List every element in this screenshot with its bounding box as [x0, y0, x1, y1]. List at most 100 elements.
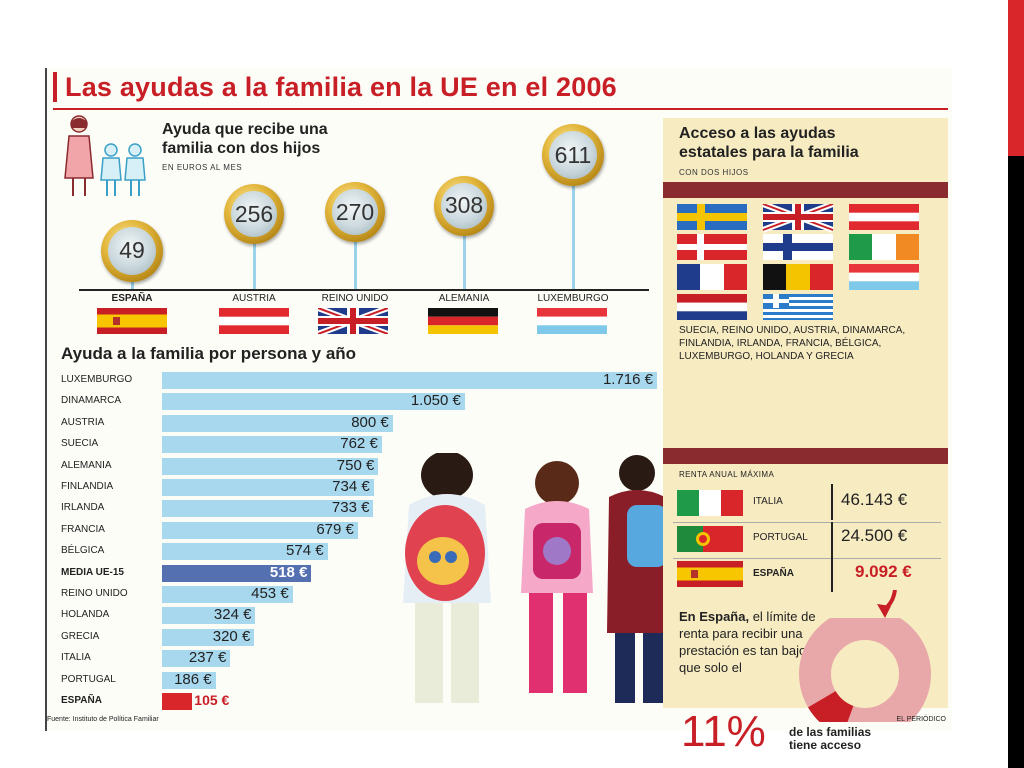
hbar-category-label: MEDIA UE-15: [61, 566, 124, 578]
section1-title: Ayuda que recibe una familia con dos hij…: [162, 120, 328, 158]
coin-label: 308: [441, 182, 487, 229]
coin-chart-baseline: [79, 289, 649, 291]
flag-luxembourg-icon: [537, 308, 607, 334]
flag-austria-icon: [849, 204, 919, 230]
hbar-value-label: 679 €: [316, 520, 354, 538]
hbar-value-label: 1.050 €: [410, 392, 461, 410]
hbar-category-label: GRECIA: [61, 630, 100, 642]
hbar-bar: [162, 436, 382, 454]
hbar-bar: [162, 521, 358, 539]
flag-finland-icon: [763, 234, 833, 260]
hbar-category-label: DINAMARCA: [61, 395, 122, 407]
hbar-bar: [162, 693, 193, 710]
coin-stem: [572, 155, 575, 290]
hbar-bar: [162, 564, 312, 582]
flag-spain-icon: [97, 308, 167, 334]
access-band-top: [663, 182, 948, 198]
renta-row-italia-country: ITALIA: [753, 496, 783, 507]
flag-denmark-icon: [677, 234, 747, 260]
hbar-value-label: 453 €: [251, 585, 289, 602]
eu-flags-grid: [677, 204, 919, 320]
flag-belgium-icon: [763, 264, 833, 290]
section1-unit: EN EUROS AL MES: [162, 163, 243, 172]
arrow-icon: [877, 590, 897, 618]
coin-label: 611: [549, 131, 597, 179]
hbar-value-label: 237 €: [188, 649, 227, 667]
flag-italy-icon: [677, 490, 743, 516]
hbar-value-label: 320 €: [212, 627, 251, 645]
donut-access-slice: [808, 691, 854, 722]
flag-portugal-icon: [677, 526, 743, 552]
access-panel: Acceso a las ayudas estatales para la fa…: [663, 118, 948, 754]
hbar-value-label: 518 €: [269, 563, 308, 581]
access-countries: SUECIA, REINO UNIDO, AUSTRIA, DINAMARCA,…: [679, 325, 906, 362]
title-rule: [53, 108, 948, 110]
hbar-category-label: ESPAÑA: [61, 695, 102, 706]
hbar-value-label: 1.716 €: [602, 371, 653, 388]
renta-row-sep: [831, 558, 833, 592]
hbar-value-label: 734 €: [332, 478, 370, 495]
access-percent-text-line1: de las familias: [789, 725, 872, 739]
coin-stem: [354, 212, 357, 290]
hbar-category-label: HOLANDA: [61, 609, 110, 621]
coin-value: 611: [542, 124, 604, 186]
flag-sweden-icon: [677, 204, 747, 230]
coin-label: 49: [108, 226, 156, 275]
renta-row-portugal-country: PORTUGAL: [753, 532, 808, 543]
hbar-bar: [162, 628, 255, 646]
hbar-bar: [162, 650, 231, 668]
coin-label: 256: [231, 191, 277, 238]
renta-label: RENTA ANUAL MÁXIMA: [679, 470, 775, 479]
access-title-line1: Acceso a las ayudas: [679, 125, 836, 142]
hbar-category-label: FRANCIA: [61, 523, 105, 535]
hbar-bar: [162, 393, 465, 411]
access-band-bottom: [663, 448, 948, 464]
hbar-value-label: 574 €: [286, 542, 324, 560]
access-title-line2: estatales para la familia: [679, 144, 859, 161]
coin-stem: [463, 205, 466, 290]
hbar-category-label: FINLANDIA: [61, 481, 114, 492]
hbar-bar: [162, 607, 256, 625]
renta-row-espana-value: 9.092 €: [855, 562, 912, 581]
access-percent: 11%: [681, 707, 766, 756]
hbar-bar: [162, 500, 374, 518]
children-photo: [403, 453, 667, 703]
hbar-value-label: 324 €: [213, 606, 252, 624]
flag-spain-icon: [677, 561, 743, 587]
hbar-bar: [162, 372, 657, 389]
title-marker: [53, 72, 57, 102]
flag-germany-icon: [428, 308, 498, 334]
flag-france-icon: [677, 264, 747, 290]
access-percent-text: de las familias tiene acceso: [789, 726, 871, 752]
coin-category-label: ESPAÑA: [111, 293, 153, 304]
coin-value: 49: [101, 219, 163, 282]
renta-row-portugal-value: 24.500 €: [841, 526, 908, 545]
renta-row-hr: [673, 558, 941, 559]
hbar-category-label: BÉLGICA: [61, 545, 105, 557]
hbar-value-label: 750 €: [336, 456, 375, 474]
espana-note: En España, el límite de renta para recib…: [679, 608, 829, 676]
hbar-value-label: 800 €: [351, 413, 389, 431]
coin-category-label: AUSTRIA: [232, 293, 276, 304]
coin-value: 270: [325, 182, 385, 243]
family-icon: [64, 115, 146, 196]
coin-stem: [253, 214, 256, 290]
coin-value: 256: [224, 184, 284, 245]
hbar-category-label: LUXEMBURGO: [61, 374, 133, 385]
renta-row-hr: [673, 522, 941, 523]
slide-accent-red: [1008, 0, 1024, 156]
hbar-value-label: 762 €: [340, 435, 378, 453]
flag-austria-icon: [219, 308, 289, 334]
hbar-value-label: 105 €: [194, 692, 230, 708]
flag-uk-icon: [761, 204, 835, 233]
section2-title: Ayuda a la familia por persona y año: [61, 344, 357, 363]
renta-row-sep: [831, 522, 833, 558]
access-donut: [799, 618, 931, 722]
hbar-category-label: PORTUGAL: [61, 673, 116, 685]
renta-row-espana-country: ESPAÑA: [753, 568, 794, 579]
coin-category-label: LUXEMBURGO: [537, 293, 609, 304]
hbar-bar: [162, 479, 374, 496]
slide-accent-black: [1008, 156, 1024, 768]
hbar-category-label: AUSTRIA: [61, 416, 105, 428]
flag-netherlands-icon: [677, 294, 747, 320]
